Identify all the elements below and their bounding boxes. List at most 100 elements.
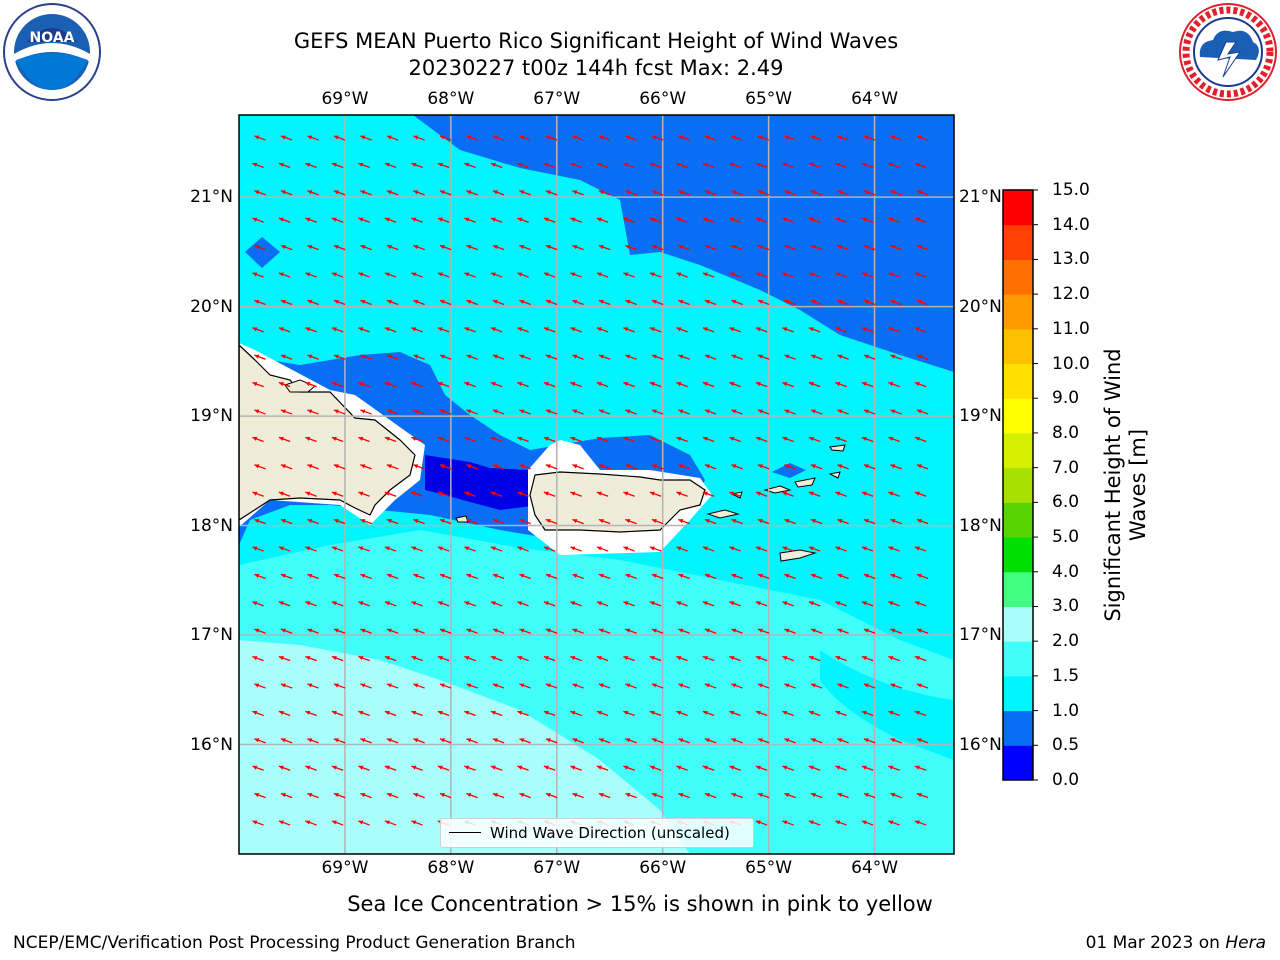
wave-arrow <box>810 628 823 634</box>
wave-arrow <box>333 135 346 141</box>
wave-arrow <box>678 354 690 360</box>
wave-arrow <box>439 683 452 689</box>
wave-arrow <box>651 190 664 196</box>
wave-arrow <box>702 710 715 717</box>
wave-arrow <box>466 792 478 799</box>
wave-arrow <box>782 491 794 497</box>
wave-arrow <box>782 436 794 443</box>
wave-arrow <box>914 272 927 278</box>
wave-arrow <box>254 792 266 799</box>
wave-arrow <box>439 244 452 251</box>
wave-arrow <box>492 683 505 689</box>
colorbar <box>1002 189 1038 781</box>
wave-arrow <box>729 217 741 223</box>
wave-arrow <box>702 765 715 771</box>
wave-arrow <box>835 710 847 717</box>
wave-arrow <box>623 217 635 223</box>
wave-arrow <box>543 546 556 552</box>
wave-arrow <box>596 655 609 662</box>
wave-arrow <box>810 573 823 580</box>
wave-arrow <box>570 491 582 497</box>
wave-arrow <box>835 655 847 662</box>
wave-arrow <box>543 710 556 717</box>
wave-arrow <box>437 162 450 169</box>
wave-arrow <box>307 792 319 799</box>
wave-arrow <box>623 381 635 388</box>
wave-arrow <box>517 765 529 771</box>
wave-arrow <box>916 628 929 634</box>
wave-arrow <box>837 464 849 470</box>
wave-arrow <box>704 135 717 141</box>
wave-arrow <box>464 436 476 443</box>
wave-arrow <box>384 655 397 662</box>
wave-arrow <box>384 601 397 607</box>
wave-arrow <box>386 683 399 689</box>
legend-label: Wind Wave Direction (unscaled) <box>490 824 730 842</box>
wave-arrow <box>731 738 743 744</box>
wave-arrow <box>863 299 876 306</box>
wave-arrow <box>280 409 293 415</box>
wave-arrow <box>676 272 688 278</box>
field-2.0-3.0 <box>239 640 690 854</box>
lon-label-top: 64°W <box>851 89 899 109</box>
wave-arrow <box>890 683 902 689</box>
wave-arrow <box>704 683 717 689</box>
wave-arrow <box>676 710 688 717</box>
wave-arrow <box>384 436 397 443</box>
wave-arrow <box>305 601 317 607</box>
wave-arrow <box>280 683 293 689</box>
wave-arrow <box>570 272 582 278</box>
colorbar-bin <box>1003 432 1033 469</box>
field-1.0-1.5-pocket <box>820 650 954 760</box>
wave-arrow <box>863 792 876 799</box>
wave-arrow <box>572 299 584 306</box>
wave-arrow <box>411 162 423 169</box>
wave-arrow <box>413 190 425 196</box>
wave-arrow <box>278 710 291 717</box>
wave-arrow <box>916 792 929 799</box>
wave-arrow <box>517 381 529 388</box>
wave-arrow <box>598 299 611 306</box>
wave-arrow <box>490 327 503 333</box>
wave-arrow <box>305 436 317 443</box>
wave-arrow <box>914 765 927 771</box>
wave-arrow <box>623 436 635 443</box>
wave-arrow <box>755 162 768 169</box>
wave-arrow <box>837 792 849 799</box>
colorbar-tick-label: 10.0 <box>1052 353 1090 374</box>
wave-arrow <box>729 272 741 278</box>
wave-arrow <box>863 135 876 141</box>
wave-arrow <box>358 655 370 662</box>
wave-arrow <box>623 272 635 278</box>
wave-arrow <box>572 190 584 196</box>
wave-arrow <box>360 628 372 634</box>
wave-arrow <box>651 464 664 470</box>
wave-arrow <box>890 464 902 470</box>
wave-arrow <box>596 436 609 443</box>
wave-arrow <box>517 162 529 169</box>
wave-arrow <box>784 683 796 689</box>
wave-arrow <box>331 491 344 497</box>
wave-arrow <box>252 601 264 607</box>
land-puerto-rico <box>529 471 706 533</box>
wave-arrow <box>411 820 423 826</box>
wave-arrow <box>704 409 717 415</box>
wave-arrow <box>466 244 478 251</box>
wave-arrow <box>333 464 346 470</box>
wave-arrow <box>916 738 929 744</box>
wave-arrow <box>729 162 741 169</box>
map-frame <box>238 114 955 855</box>
wave-arrow <box>411 491 423 497</box>
wave-arrow <box>808 601 821 607</box>
wave-arrow <box>439 464 452 470</box>
colorbar-tick-label: 0.0 <box>1052 770 1080 790</box>
colorbar-tick-label: 12.0 <box>1052 284 1090 305</box>
wave-arrow <box>545 299 558 306</box>
wave-arrow <box>572 409 584 415</box>
wave-arrow <box>835 491 847 497</box>
wave-arrow <box>890 628 902 634</box>
wave-arrow <box>651 792 664 799</box>
wave-arrow <box>360 683 372 689</box>
lon-label-top: 67°W <box>533 89 581 109</box>
colorbar-bin <box>1003 675 1033 712</box>
